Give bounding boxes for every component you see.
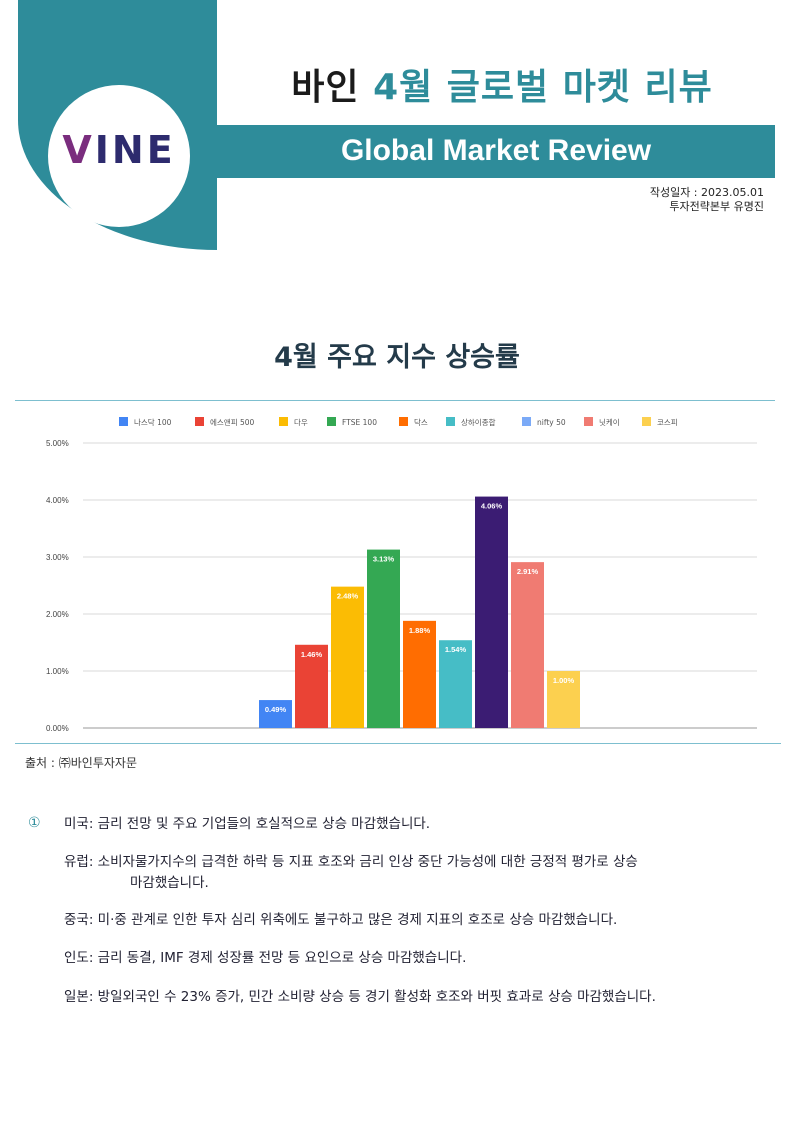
page-title: 바인 4월 글로벌 마켓 리뷰 xyxy=(232,58,772,110)
note-usa: 미국: 금리 전망 및 주요 기업들의 호실적으로 상승 마감했습니다. xyxy=(64,816,431,832)
chart-title: 4월 주요 지수 상승률 xyxy=(274,342,520,373)
y-tick-label: 0.00% xyxy=(46,724,69,733)
bar xyxy=(547,671,580,728)
bar xyxy=(403,620,436,728)
legend-label: 상하이종합 xyxy=(461,417,496,427)
bar xyxy=(475,496,508,728)
bar-value-label: 4.06% xyxy=(481,502,503,511)
legend-label: 코스피 xyxy=(657,418,678,427)
y-tick-label: 1.00% xyxy=(46,667,69,676)
note-europe-cont: 마감했습니다. xyxy=(130,875,209,891)
y-tick-label: 2.00% xyxy=(46,610,69,619)
bar-value-label: 3.13% xyxy=(373,555,395,564)
legend-swatch xyxy=(642,417,651,426)
legend-label: FTSE 100 xyxy=(342,418,377,427)
title-main: 4월 글로벌 마켓 리뷰 xyxy=(373,67,713,108)
legend-swatch xyxy=(584,417,593,426)
legend-swatch xyxy=(446,417,455,426)
bar xyxy=(511,562,544,728)
bar-value-label: 2.91% xyxy=(517,567,539,576)
banner-title: Global Market Review xyxy=(340,134,652,167)
legend-swatch xyxy=(195,417,204,426)
legend-label: 다우 xyxy=(294,418,308,427)
banner: Global Market Review xyxy=(217,125,775,178)
y-tick-label: 3.00% xyxy=(46,553,69,562)
bar xyxy=(367,549,400,728)
bar-value-label: 0.49% xyxy=(265,705,287,714)
note-europe: 유럽: 소비자물가지수의 급격한 하락 등 지표 호조와 금리 인상 중단 가능… xyxy=(64,854,638,870)
legend-swatch xyxy=(279,417,288,426)
section-marker: ① xyxy=(28,815,41,831)
bar-value-label: 1.00% xyxy=(553,676,575,685)
legend-label: nifty 50 xyxy=(537,418,566,427)
author-line: 투자전략본부 유명진 xyxy=(669,200,764,213)
note-india: 인도: 금리 동결, IMF 경제 성장률 전망 등 요인으로 상승 마감했습니… xyxy=(64,950,467,966)
legend-label: 닥스 xyxy=(414,417,428,427)
y-tick-label: 5.00% xyxy=(46,439,69,448)
legend-swatch xyxy=(399,417,408,426)
divider-bottom xyxy=(15,743,781,744)
bar-value-label: 2.48% xyxy=(337,592,359,601)
bar-value-label: 1.54% xyxy=(445,645,467,654)
date-line: 작성일자 : 2023.05.01 xyxy=(649,186,764,199)
title-prefix: 바인 xyxy=(291,67,360,108)
bar xyxy=(259,700,292,728)
legend-label: 나스닥 100 xyxy=(134,417,172,427)
index-return-chart: 0.00% 1.00% 2.00% 3.00% 4.00% 5.00% 나스닥 100 에스앤… xyxy=(46,417,757,733)
document-meta: 작성일자 : 2023.05.01 투자전략본부 유명진 xyxy=(650,186,764,214)
bar xyxy=(295,644,328,728)
legend-swatch xyxy=(119,417,128,426)
legend-label: 에스앤피 500 xyxy=(210,417,255,427)
note-china: 중국: 미·중 관계로 인한 투자 심리 위축에도 불구하고 많은 경제 지표의… xyxy=(64,912,618,928)
logo-badge xyxy=(48,85,190,227)
vine-logo: VINE xyxy=(62,128,176,172)
divider-top xyxy=(15,400,775,401)
bar xyxy=(331,586,364,728)
y-tick-label: 4.00% xyxy=(46,496,69,505)
legend-label: 닛케이 xyxy=(599,417,620,427)
note-japan: 일본: 방일외국인 수 23% 증가, 민간 소비량 상승 등 경기 활성화 호… xyxy=(64,989,656,1005)
source-note: 출처 : ㈜바인투자자문 xyxy=(25,756,137,770)
bar-value-label: 1.88% xyxy=(409,626,431,635)
bar-value-label: 1.46% xyxy=(301,650,323,659)
legend-swatch xyxy=(522,417,531,426)
legend-swatch xyxy=(327,417,336,426)
bar xyxy=(439,640,472,728)
